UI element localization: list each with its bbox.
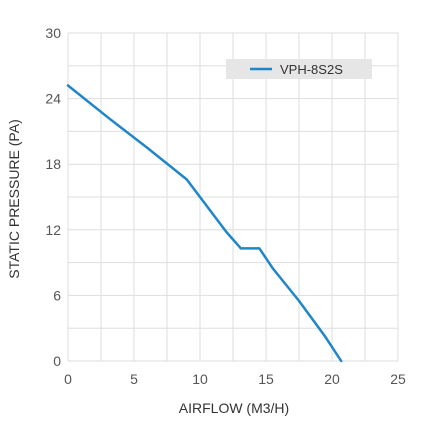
x-tick-label: 25 xyxy=(390,371,406,387)
x-tick-label: 5 xyxy=(130,371,138,387)
x-tick-label: 20 xyxy=(324,371,340,387)
y-tick-label: 12 xyxy=(45,222,61,238)
legend-label: VPH-8S2S xyxy=(280,62,343,77)
series-line-0 xyxy=(66,84,343,363)
y-axis-title: STATIC PRESSURE (PA) xyxy=(6,119,22,278)
y-tick-label: 18 xyxy=(45,156,61,172)
series-layer xyxy=(66,84,343,363)
x-axis-title: AIRFLOW (M3/H) xyxy=(179,400,289,416)
legend: VPH-8S2S xyxy=(226,59,372,79)
y-tick-label: 30 xyxy=(45,25,61,41)
grid xyxy=(67,32,399,362)
legend-background xyxy=(226,59,372,79)
y-tick-label: 24 xyxy=(45,91,61,107)
x-tick-label: 10 xyxy=(192,371,208,387)
y-axis-ticks: 0 6 12 18 24 30 xyxy=(45,25,61,369)
x-tick-label: 0 xyxy=(64,371,72,387)
y-tick-label: 0 xyxy=(53,353,61,369)
y-tick-label: 6 xyxy=(53,287,61,303)
x-tick-label: 15 xyxy=(258,371,274,387)
x-axis-ticks: 0 5 10 15 20 25 xyxy=(64,371,406,387)
